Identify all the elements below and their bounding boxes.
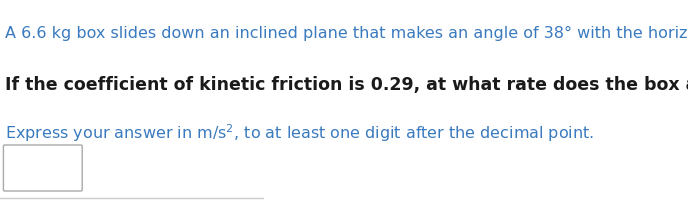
Text: Express your answer in m/s$^2$, to at least one digit after the decimal point.: Express your answer in m/s$^2$, to at le… xyxy=(5,122,594,144)
FancyBboxPatch shape xyxy=(3,145,82,191)
Text: A 6.6 kg box slides down an inclined plane that makes an angle of 38° with the h: A 6.6 kg box slides down an inclined pla… xyxy=(5,26,688,41)
Text: If the coefficient of kinetic friction is 0.29, at what rate does the box accele: If the coefficient of kinetic friction i… xyxy=(5,76,688,94)
